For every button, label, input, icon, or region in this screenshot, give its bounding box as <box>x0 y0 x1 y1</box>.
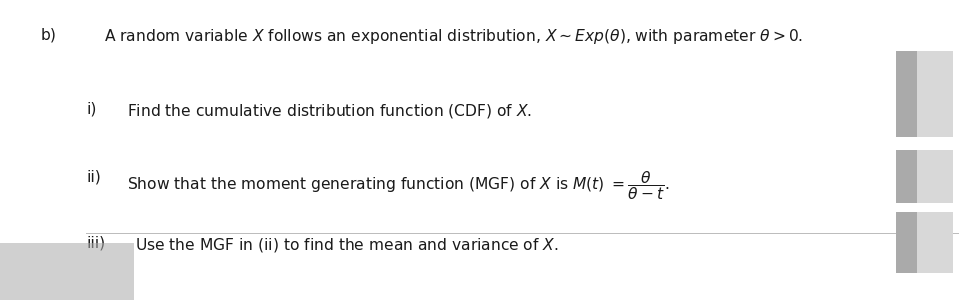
FancyBboxPatch shape <box>897 150 917 202</box>
Text: iii): iii) <box>86 236 105 250</box>
FancyBboxPatch shape <box>897 212 917 273</box>
Text: Use the MGF in (ii) to find the mean and variance of $\mathit{X}$.: Use the MGF in (ii) to find the mean and… <box>135 236 559 253</box>
Text: b): b) <box>40 27 57 42</box>
Text: Show that the moment generating function (MGF) of $\mathit{X}$ is $\mathit{M}$($: Show that the moment generating function… <box>127 169 669 202</box>
Text: Find the cumulative distribution function (CDF) of $\mathit{X}$.: Find the cumulative distribution functio… <box>127 102 532 120</box>
FancyBboxPatch shape <box>0 243 134 300</box>
FancyBboxPatch shape <box>897 51 953 137</box>
Text: A random variable $\mathit{X}$ follows an exponential distribution, $\mathit{X}$: A random variable $\mathit{X}$ follows a… <box>104 27 803 46</box>
FancyBboxPatch shape <box>897 150 953 202</box>
FancyBboxPatch shape <box>897 51 917 137</box>
Text: ii): ii) <box>86 169 101 184</box>
Text: i): i) <box>86 102 97 117</box>
FancyBboxPatch shape <box>897 212 953 273</box>
